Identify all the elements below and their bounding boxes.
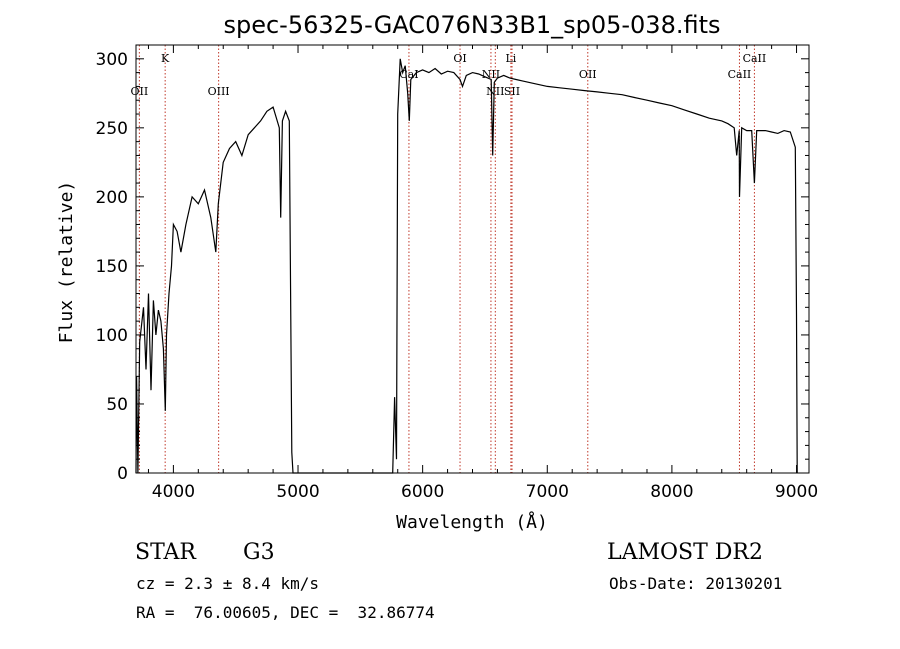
redshift-cz: cz = 2.3 ± 8.4 km/s	[136, 574, 320, 593]
spectral-line-label: SII	[504, 85, 520, 98]
y-tick-label: 100	[96, 326, 128, 346]
x-tick-label: 6000	[401, 482, 444, 502]
spectral-line-label: OIII	[208, 85, 230, 98]
spectral-line-label: OII	[579, 68, 597, 81]
spectral-line-label: CaI	[399, 68, 418, 81]
x-axis-label: Wavelength (Å)	[396, 511, 548, 533]
y-tick-label: 250	[96, 119, 128, 139]
y-tick-label: 150	[96, 257, 128, 277]
spectral-line-label: CaII	[743, 52, 767, 65]
y-tick-label: 300	[96, 50, 128, 70]
coordinates: RA = 76.00605, DEC = 32.86774	[136, 603, 435, 622]
spectral-line-label: K	[161, 52, 170, 65]
y-axis: 0 50 100 150 200 250 300	[96, 50, 809, 484]
survey-label: LAMOST DR2	[607, 540, 763, 565]
object-class: STAR	[135, 540, 196, 565]
spectral-line-label: OII	[131, 85, 149, 98]
spectral-line-label: OI	[453, 52, 466, 65]
x-tick-label: 8000	[650, 482, 693, 502]
spectrum-series-line	[135, 58, 798, 474]
plot-frame	[135, 44, 810, 474]
x-axis: 4000 5000 6000 7000 8000 9000	[147, 45, 818, 502]
y-axis-label: Flux (relative)	[56, 181, 77, 344]
x-tick-label: 4000	[152, 482, 195, 502]
spectral-line-label: Li	[505, 52, 516, 65]
chart-title: spec-56325-GAC076N33B1_sp05-038.fits	[223, 11, 720, 39]
y-tick-label: 50	[106, 395, 128, 415]
x-tick-label: 5000	[276, 482, 319, 502]
spectral-line-label: NII	[486, 85, 504, 98]
x-tick-label: 9000	[775, 482, 818, 502]
x-tick-label: 7000	[526, 482, 569, 502]
y-tick-label: 0	[117, 464, 128, 484]
y-tick-label: 200	[96, 188, 128, 208]
observation-date: Obs-Date: 20130201	[609, 574, 783, 593]
spectral-line-label: CaII	[728, 68, 752, 81]
object-subclass: G3	[243, 540, 275, 565]
